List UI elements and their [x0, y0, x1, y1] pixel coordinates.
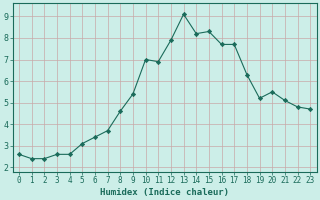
X-axis label: Humidex (Indice chaleur): Humidex (Indice chaleur)	[100, 188, 229, 197]
